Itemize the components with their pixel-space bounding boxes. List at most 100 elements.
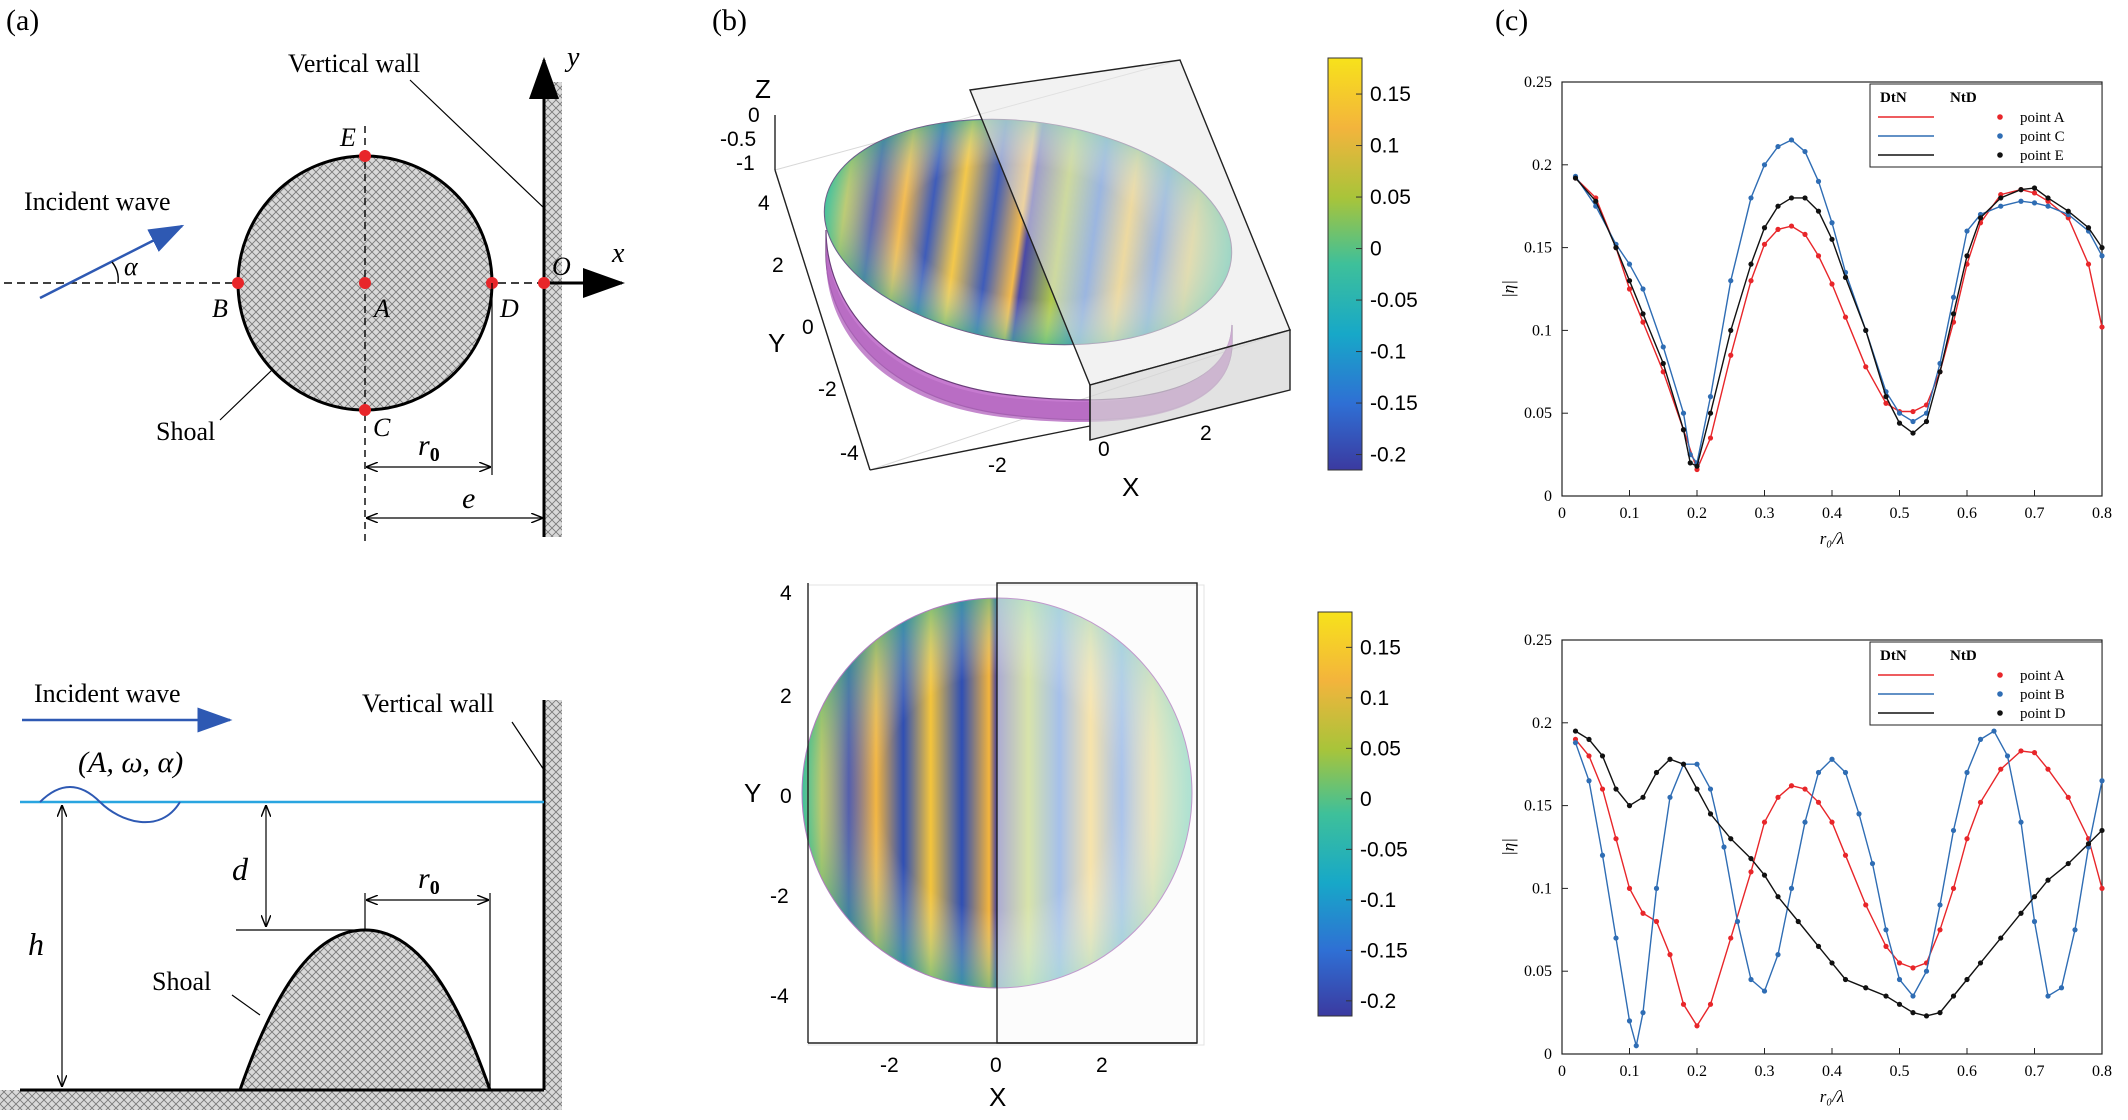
chart-bottom-data-point (1950, 993, 1957, 999)
chart-bottom-data-point (1721, 844, 1727, 850)
chart-top-data-point (1896, 410, 1903, 416)
point-E-label: E (339, 123, 356, 152)
chart-bottom-x-tick-label: 0.1 (1620, 1063, 1640, 1080)
chart-bottom-data-point (2072, 927, 2078, 933)
chart-top-y-tick-label: 0 (1544, 488, 1552, 505)
chart-top-data-point (1761, 162, 1768, 168)
chart-bottom-legend-marker (1997, 691, 2003, 697)
chart-top-data-point (1728, 352, 1734, 358)
chart-bottom-data-point (1680, 1001, 1687, 1007)
y-tick-2d-1: 2 (780, 685, 792, 708)
chart-top-data-point (1761, 241, 1768, 247)
chart-bottom-data-point (1964, 976, 1970, 983)
chart-bottom-data-point (1910, 965, 1916, 971)
chart-bottom-data-point (1633, 1043, 1639, 1049)
colorbar-top-tick-label: 0.15 (1370, 83, 1411, 106)
surface-3d-plot: Z 0 -0.5 -1 Y 4 2 0 -2 -4 -2 0 2 X (720, 59, 1291, 502)
chart-top-data-point (2018, 187, 2024, 193)
chart-top-legend-box (1869, 83, 2103, 168)
chart-top-data-point (2031, 200, 2038, 206)
chart-bottom-legend-marker (1997, 710, 2003, 716)
e-label: e (462, 482, 475, 515)
point-B-marker (232, 277, 244, 289)
chart-bottom-data-point (2018, 748, 2024, 754)
chart-bottom-data-point (1950, 885, 1957, 892)
chart-bottom-data-point (1748, 855, 1754, 862)
chart-top-x-tick-label: 0.6 (1957, 505, 1977, 522)
chart-top-legend-header-marker: NtD (1950, 90, 1977, 106)
wall-hatch (544, 82, 562, 537)
y-tick-3d-1: 2 (772, 254, 784, 277)
axis-3d-y (774, 169, 871, 471)
panel-label-a: (a) (6, 4, 39, 37)
chart-bottom-data-point (1950, 827, 1957, 834)
seabed-hatch (0, 1090, 562, 1110)
point-D-label: D (499, 294, 519, 323)
chart-bottom-data-point (1869, 860, 1876, 867)
colorbar-bottom-tick-label: 0.1 (1360, 687, 1389, 710)
chart-bottom-x-tick-label: 0.6 (1957, 1063, 1977, 1080)
chart-top-x-tick-label: 0.1 (1620, 505, 1640, 522)
chart-top-y-tick-label: 0.15 (1524, 240, 1552, 257)
chart-top-data-point (1775, 226, 1781, 232)
chart-top-legend: DtN NtD point A point C point E (1869, 83, 2103, 168)
chart-top-data-point (1802, 148, 1808, 155)
chart-top-data-point (1883, 400, 1889, 406)
y-tick-3d-2: 0 (802, 316, 814, 339)
chart-top-data-point (1788, 223, 1795, 229)
colorbar-top-tick-label: -0.1 (1370, 341, 1406, 364)
panel-label-b: (b) (712, 4, 747, 37)
chart-bottom-data-point (2045, 877, 2051, 883)
chart-top-data-point (1842, 314, 1849, 320)
r0-label-top: r0 (418, 429, 440, 466)
y-axis-label-3d: Y (768, 328, 785, 358)
chart-bottom-data-point (1728, 935, 1734, 941)
chart-top-data-point (2099, 253, 2105, 259)
x-axis-label-3d: X (1122, 472, 1139, 502)
chart-top-data-point (1640, 286, 1646, 292)
chart-bottom-y-tick-label: 0.1 (1532, 880, 1552, 897)
chart-bottom-data-point (1761, 819, 1768, 825)
chart-top-data-point (1910, 408, 1916, 415)
chart-bottom-data-point (2065, 794, 2071, 800)
chart-bottom-data-point (1815, 769, 1822, 776)
chart-bottom-x-tick-label: 0.8 (2092, 1063, 2112, 1080)
chart-top-y-tick-label: 0.25 (1524, 74, 1552, 91)
chart-top-data-point (1775, 143, 1781, 150)
chart-bottom-data-point (1910, 993, 1916, 999)
chart-bottom-x-tick-label: 0.7 (2025, 1063, 2045, 1080)
chart-bottom-data-point (1896, 1001, 1903, 1007)
chart-bottom-y-axis-label: |η| (1499, 838, 1518, 856)
panel-label-c: (c) (1495, 4, 1528, 37)
colorbar-bottom-tick-label: -0.2 (1360, 990, 1396, 1013)
chart-bottom-data-point (1572, 728, 1579, 734)
colorbar-top-tick-label: -0.05 (1370, 289, 1418, 312)
chart-bottom-data-point (1863, 985, 1869, 991)
chart-bottom-data-point (1977, 736, 1984, 742)
chart-bottom-data-point (2099, 827, 2105, 834)
y-tick-2d-4: -4 (770, 985, 789, 1008)
chart-top-data-point (1761, 225, 1768, 231)
chart-bottom-data-point (1586, 736, 1592, 742)
chart-bottom-x-tick-label: 0 (1558, 1063, 1566, 1080)
chart-bottom-data-point (1795, 918, 1801, 925)
x-axis-label-2d: X (989, 1082, 1006, 1112)
chart-bottom-data-point (2018, 819, 2024, 825)
chart-bottom-legend-label: point A (2020, 668, 2065, 684)
chart-top-data-point (2045, 195, 2051, 201)
chart-bottom-data-point (1775, 952, 1781, 958)
shoal-label-bottom: Shoal (152, 967, 211, 996)
chart-top-y-tick-label: 0.2 (1532, 157, 1552, 174)
chart-bottom-data-point (1964, 769, 1970, 776)
chart-bottom-data-point (1964, 836, 1970, 842)
colorbar-top-tick-label: 0.05 (1370, 186, 1411, 209)
chart-top-legend-marker (1997, 133, 2003, 139)
chart-bottom-data-point (1680, 761, 1687, 767)
chart-bottom-data-point (1694, 1023, 1700, 1029)
shoal-leader-top (219, 369, 273, 421)
colorbar-top-tick-label: 0.1 (1370, 135, 1399, 158)
chart-bottom-data-point (1586, 753, 1592, 759)
chart-bottom-legend-header-line: DtN (1880, 648, 1907, 664)
x-tick-3d-1: 0 (1098, 438, 1110, 461)
chart-top-data-point (1910, 418, 1916, 425)
